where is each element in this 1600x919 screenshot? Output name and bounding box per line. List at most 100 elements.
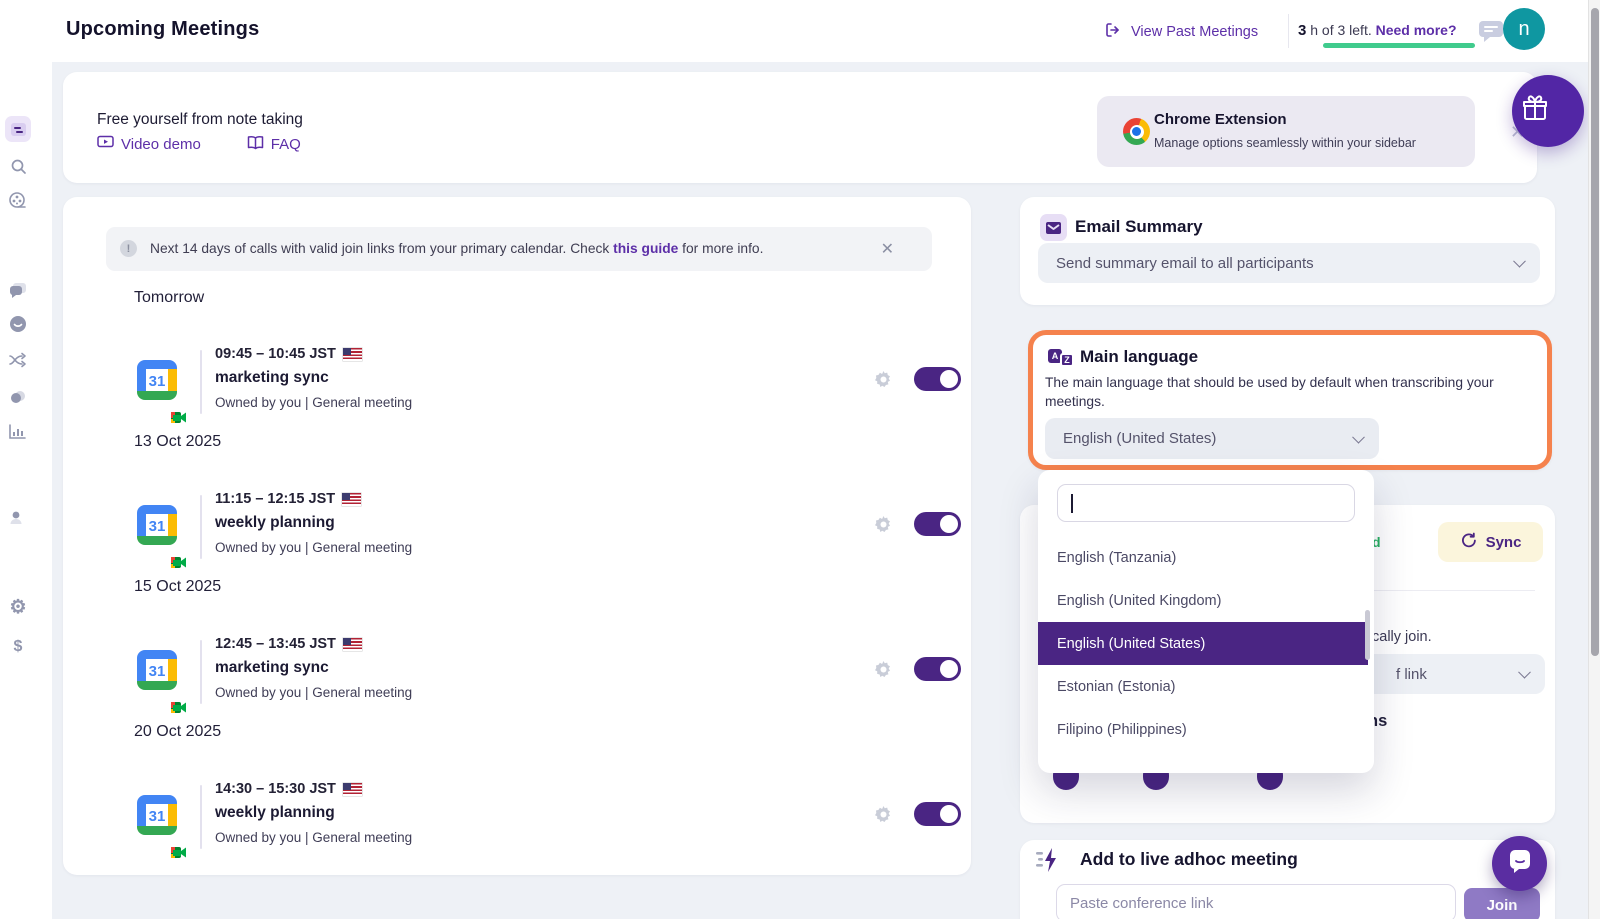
google-calendar-icon: 31 — [134, 502, 189, 573]
gift-icon — [1520, 94, 1550, 129]
gift-rewards-button[interactable] — [1512, 75, 1584, 147]
sync-button-label: Sync — [1485, 533, 1522, 551]
top-bar: Upcoming Meetings View Past Meetings 3 h… — [0, 0, 1600, 62]
info-banner-close-icon[interactable]: ✕ — [880, 241, 894, 258]
envelope-icon — [1040, 214, 1067, 241]
this-guide-link[interactable]: this guide — [613, 241, 679, 256]
sidebar: «⚙$ — [0, 0, 52, 919]
date-group-label: Tomorrow — [134, 289, 205, 306]
chat-bubble-icon — [1507, 848, 1533, 879]
meeting-time: 11:15 – 12:15 JST — [215, 491, 362, 507]
faq-label: FAQ — [270, 136, 301, 153]
sync-status-fragment: d — [1372, 534, 1381, 550]
row-divider — [200, 640, 202, 704]
language-option[interactable]: English (United States) — [1038, 622, 1368, 665]
join-button-label: Join — [1486, 896, 1518, 914]
window-scrollbar[interactable] — [1588, 0, 1600, 919]
main-language-card: A Z Main language The main language that… — [1028, 330, 1552, 470]
language-option[interactable]: Filipino (Philippines) — [1057, 721, 1187, 738]
meeting-row[interactable]: 31 09:45 – 10:45 JST marketing sync Owned b… — [134, 341, 961, 428]
google-meet-icon — [168, 407, 189, 428]
video-demo-link[interactable]: Video demo — [97, 135, 201, 154]
chrome-extension-card[interactable]: Chrome Extension Manage options seamless… — [1097, 96, 1475, 167]
language-option[interactable]: English (Tanzania) — [1057, 549, 1177, 566]
info-icon: ! — [120, 240, 137, 257]
language-option[interactable]: English (United Kingdom) — [1057, 592, 1222, 609]
language-option[interactable]: Estonian (Estonia) — [1057, 678, 1176, 695]
library-icon[interactable] — [5, 188, 31, 214]
quota-rest: h of 3 left. — [1310, 22, 1372, 38]
bot-icon[interactable] — [5, 311, 31, 337]
faq-link[interactable]: FAQ — [247, 135, 301, 154]
meeting-title: weekly planning — [215, 514, 335, 531]
chrome-extension-subtitle: Manage options seamlessly within your si… — [1154, 136, 1416, 150]
billing-icon[interactable]: $ — [13, 638, 23, 655]
search-icon[interactable] — [5, 153, 31, 179]
record-toggle[interactable] — [914, 367, 961, 391]
chevron-down-icon — [1518, 665, 1531, 679]
dropdown-scrollbar[interactable] — [1365, 610, 1370, 660]
meeting-meta: Owned by you | General meeting — [215, 540, 413, 555]
us-flag-icon — [342, 782, 362, 796]
record-toggle[interactable] — [914, 802, 961, 826]
language-search-input[interactable] — [1057, 484, 1355, 522]
meeting-settings-gear-icon[interactable] — [875, 371, 892, 393]
email-summary-value: Send summary email to all participants — [1056, 254, 1314, 272]
meeting-title: marketing sync — [215, 369, 329, 386]
meeting-time: 09:45 – 10:45 JST — [215, 346, 362, 362]
info-text-before: Next 14 days of calls with valid join li… — [150, 241, 614, 256]
google-calendar-icon: 31 — [134, 357, 189, 428]
meeting-row[interactable]: 31 14:30 – 15:30 JST weekly planning Owned … — [134, 776, 961, 863]
integrations-icon[interactable] — [5, 384, 31, 410]
adhoc-meeting-card: Add to live adhoc meeting Paste conferen… — [1020, 840, 1555, 919]
join-button[interactable]: Join — [1464, 888, 1540, 919]
feedback-message-icon[interactable] — [1476, 15, 1506, 45]
conference-link-input[interactable]: Paste conference link — [1056, 884, 1456, 919]
chrome-icon — [1123, 118, 1150, 145]
google-calendar-icon: 31 — [134, 647, 189, 718]
team-icon[interactable] — [5, 505, 31, 531]
join-mode-value: f link — [1396, 665, 1427, 683]
email-summary-card: Email Summary Send summary email to all … — [1020, 197, 1555, 305]
upcoming-meetings-card: ! Next 14 days of calls with valid join … — [63, 197, 971, 875]
chat-icon[interactable] — [5, 277, 31, 303]
svg-text:31: 31 — [149, 663, 166, 680]
sync-button[interactable]: Sync — [1438, 522, 1543, 562]
quota-text: 3 h of 3 left. Need more? — [1298, 22, 1457, 39]
main-language-select[interactable]: English (United States) — [1045, 418, 1379, 459]
main-language-description: The main language that should be used by… — [1045, 375, 1494, 409]
view-past-meetings-link[interactable]: View Past Meetings — [1104, 21, 1258, 43]
language-dropdown: English (Tanzania) English (United Kingdo… — [1038, 470, 1374, 773]
analytics-icon[interactable] — [5, 419, 31, 445]
topbar-divider — [1288, 14, 1289, 48]
meeting-settings-gear-icon[interactable] — [875, 516, 892, 538]
meeting-settings-gear-icon[interactable] — [875, 661, 892, 683]
need-more-link[interactable]: Need more? — [1375, 22, 1457, 38]
page-title: Upcoming Meetings — [66, 18, 260, 40]
google-meet-icon — [168, 697, 189, 718]
adhoc-title: Add to live adhoc meeting — [1080, 849, 1298, 869]
us-flag-icon — [342, 492, 362, 506]
join-mode-select[interactable]: f link — [1340, 654, 1545, 694]
meeting-row[interactable]: 31 12:45 – 13:45 JST marketing sync Owned b… — [134, 631, 961, 718]
meetings-icon[interactable] — [5, 116, 31, 142]
us-flag-icon — [342, 347, 362, 361]
info-banner: ! Next 14 days of calls with valid join … — [106, 227, 932, 271]
shuffle-icon[interactable] — [5, 347, 31, 373]
record-toggle[interactable] — [914, 657, 961, 681]
record-toggle[interactable] — [914, 512, 961, 536]
quota-progress-bar — [1323, 43, 1475, 48]
google-meet-icon — [168, 842, 189, 863]
avatar[interactable]: n — [1503, 8, 1545, 50]
main-language-value: English (United States) — [1063, 430, 1217, 447]
chrome-extension-title: Chrome Extension — [1154, 111, 1287, 128]
email-summary-select[interactable]: Send summary email to all participants — [1038, 243, 1540, 283]
settings-icon[interactable]: ⚙ — [9, 596, 27, 618]
meeting-row[interactable]: 31 11:15 – 12:15 JST weekly planning Owned … — [134, 486, 961, 573]
support-chat-button[interactable] — [1492, 836, 1547, 891]
view-past-meetings-label: View Past Meetings — [1131, 24, 1259, 40]
meeting-settings-gear-icon[interactable] — [875, 806, 892, 828]
scrollbar-thumb[interactable] — [1590, 8, 1599, 656]
meeting-meta: Owned by you | General meeting — [215, 830, 413, 845]
meeting-time: 14:30 – 15:30 JST — [215, 781, 362, 797]
